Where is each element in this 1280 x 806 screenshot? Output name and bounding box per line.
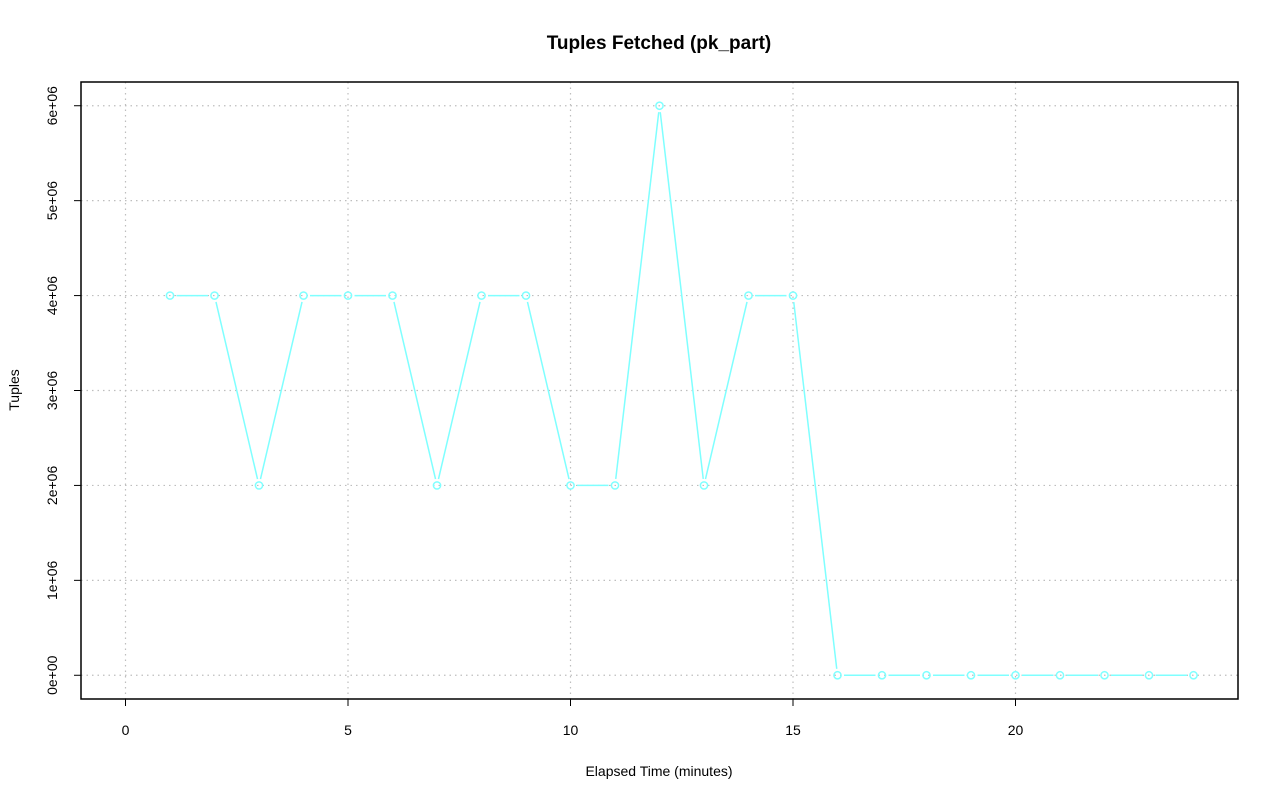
- series-segment: [659, 112, 704, 480]
- x-axis: 0 5 10 15 20: [122, 698, 1024, 738]
- series-segment: [259, 301, 303, 480]
- data-point: [788, 291, 798, 300]
- y-axis: 0e+00 1e+06 2e+06 3e+06 4e+06 5e+06 6e+06: [44, 86, 82, 695]
- x-tick-label: 20: [1008, 722, 1024, 738]
- data-point: [922, 670, 931, 680]
- data-point: [432, 481, 442, 490]
- series-segment: [793, 301, 838, 669]
- data-point: [610, 481, 620, 490]
- grid: [81, 82, 1238, 699]
- series-segment: [526, 301, 570, 480]
- x-tick-label: 0: [122, 722, 130, 738]
- data-point: [165, 291, 175, 300]
- data-point: [1100, 670, 1109, 680]
- data-point: [566, 481, 575, 490]
- data-point: [388, 291, 397, 300]
- y-tick-label: 1e+06: [44, 560, 60, 600]
- series-segment: [437, 301, 481, 480]
- y-axis-label: Tuples: [6, 369, 22, 411]
- data-point: [744, 291, 753, 300]
- series-segment: [615, 112, 660, 480]
- data-point: [877, 670, 887, 680]
- data-point: [477, 291, 486, 300]
- series-segment: [215, 301, 259, 480]
- data-point: [966, 670, 976, 680]
- data-point: [1189, 670, 1198, 680]
- y-tick-label: 6e+06: [44, 86, 60, 126]
- chart-title: Tuples Fetched (pk_part): [547, 33, 772, 54]
- data-point: [833, 670, 842, 680]
- x-axis-label: Elapsed Time (minutes): [585, 763, 732, 779]
- data-point: [521, 291, 531, 300]
- y-tick-label: 2e+06: [44, 466, 60, 506]
- x-tick-label: 15: [785, 722, 801, 738]
- series-segment: [704, 301, 748, 480]
- y-tick-label: 3e+06: [44, 371, 60, 411]
- data-point: [343, 291, 353, 300]
- data-point: [655, 101, 664, 111]
- data-point: [254, 481, 264, 490]
- x-tick-label: 10: [563, 722, 579, 738]
- y-tick-label: 4e+06: [44, 276, 60, 316]
- data-point: [210, 291, 219, 300]
- series-segment: [393, 301, 437, 480]
- series-group: [165, 101, 1198, 680]
- data-point: [299, 291, 308, 300]
- data-point: [699, 481, 709, 490]
- data-point: [1011, 670, 1020, 680]
- x-tick-label: 5: [344, 722, 352, 738]
- y-tick-label: 5e+06: [44, 181, 60, 221]
- data-point: [1055, 670, 1065, 680]
- data-point: [1144, 670, 1154, 680]
- y-tick-label: 0e+00: [44, 655, 60, 695]
